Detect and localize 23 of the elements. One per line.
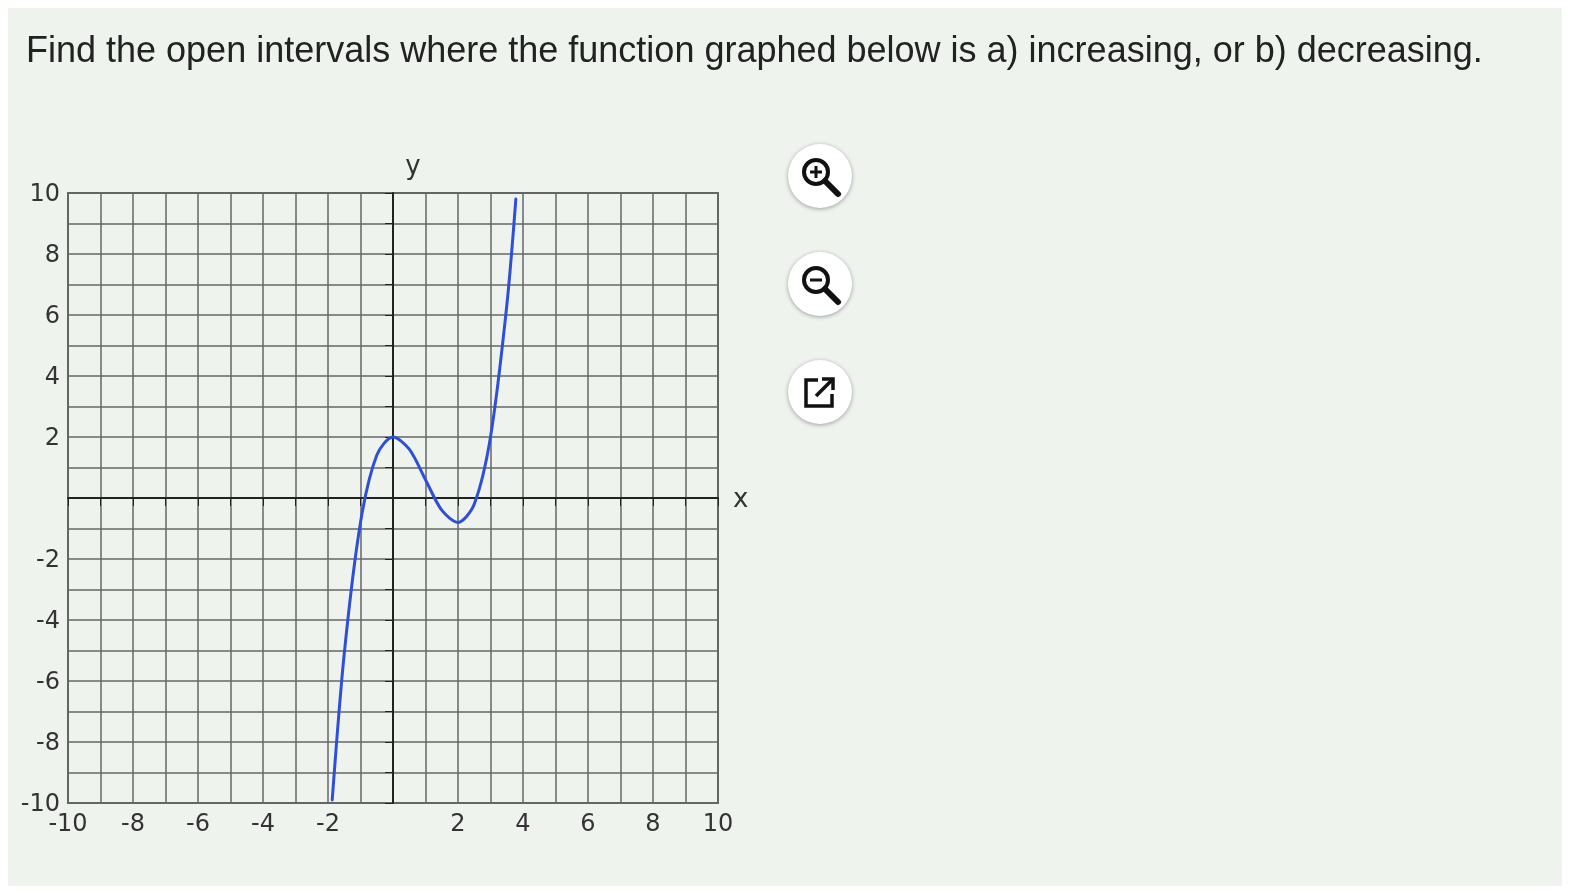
x-tick-label: 8 — [645, 809, 661, 837]
y-tick-label: -10 — [20, 789, 60, 817]
x-tick-label: 6 — [580, 809, 596, 837]
y-tick-label: 8 — [44, 240, 60, 268]
y-tick-label: 10 — [29, 179, 60, 207]
y-axis-title: y — [405, 150, 421, 180]
x-axis-title: x — [733, 483, 749, 513]
x-tick-label: 2 — [450, 809, 466, 837]
y-tick-label: -4 — [36, 606, 60, 634]
line-series — [330, 197, 518, 802]
y-tick-label: -6 — [36, 667, 60, 695]
x-tick-label: -2 — [316, 809, 340, 837]
x-tick-label: -8 — [121, 809, 145, 837]
y-tick-label: 2 — [44, 423, 60, 451]
y-tick-label: -2 — [36, 545, 60, 573]
y-tick-label: -8 — [36, 728, 60, 756]
x-tick-label: 4 — [515, 809, 531, 837]
x-tick-label: -4 — [251, 809, 275, 837]
chart-title: Find the open intervals where the function graphed below is a) increasing, or b) decreasing. — [26, 28, 1484, 72]
x-tick-label: -6 — [186, 809, 210, 837]
y-tick-label: 4 — [44, 362, 60, 390]
y-tick-label: 6 — [44, 301, 60, 329]
x-tick-label: 10 — [702, 809, 734, 837]
